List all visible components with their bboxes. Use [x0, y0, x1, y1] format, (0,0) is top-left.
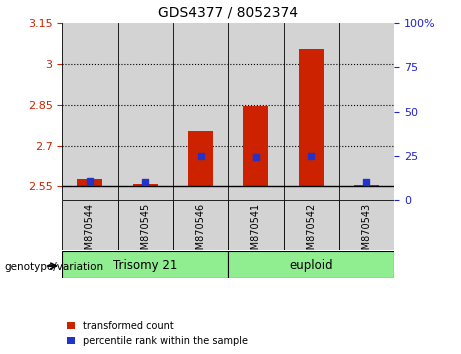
Title: GDS4377 / 8052374: GDS4377 / 8052374 — [158, 5, 298, 19]
Text: GSM870546: GSM870546 — [195, 202, 206, 262]
Bar — [284, 200, 339, 250]
Text: GSM870545: GSM870545 — [140, 202, 150, 262]
Bar — [339, 23, 394, 200]
Bar — [228, 251, 394, 278]
Bar — [228, 23, 284, 200]
Bar — [118, 23, 173, 200]
Bar — [354, 185, 379, 187]
Text: GSM870544: GSM870544 — [85, 202, 95, 262]
Bar — [62, 251, 228, 278]
Text: Trisomy 21: Trisomy 21 — [113, 259, 177, 273]
Text: GSM870542: GSM870542 — [306, 202, 316, 262]
Bar — [188, 131, 213, 187]
Text: GSM870543: GSM870543 — [361, 202, 372, 262]
Bar — [284, 23, 339, 200]
Bar — [243, 106, 268, 187]
Bar — [339, 200, 394, 250]
Legend: transformed count, percentile rank within the sample: transformed count, percentile rank withi… — [67, 321, 248, 346]
Bar — [62, 23, 118, 200]
Text: euploid: euploid — [290, 259, 333, 273]
Bar — [228, 200, 284, 250]
Bar — [62, 200, 118, 250]
Bar — [77, 179, 102, 187]
Bar — [118, 200, 173, 250]
Text: GSM870541: GSM870541 — [251, 202, 261, 262]
Bar — [173, 23, 228, 200]
Bar — [133, 184, 158, 187]
Bar — [299, 49, 324, 187]
Text: genotype/variation: genotype/variation — [5, 262, 104, 272]
Bar — [173, 200, 228, 250]
